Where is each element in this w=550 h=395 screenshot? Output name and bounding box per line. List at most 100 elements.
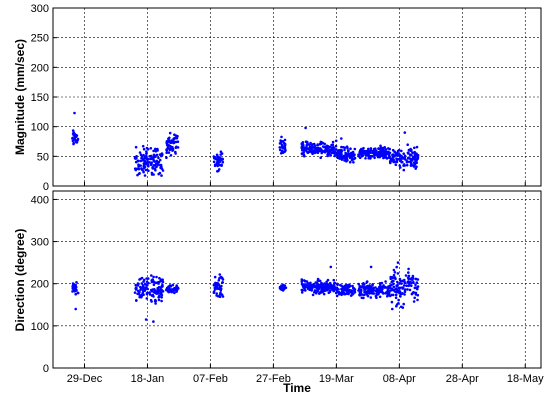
scatter-point [416,287,419,291]
scatter-point [357,154,361,158]
scatter-point [407,271,410,274]
scatter-point [395,160,399,164]
scatter-point [388,294,392,298]
scatter-point [327,291,331,295]
scatter-point [167,151,171,154]
scatter-point [280,288,284,292]
scatter-point [406,143,410,146]
scatter-point [172,138,175,141]
scatter-point [76,291,80,295]
scatter-point [173,287,176,290]
scatter-point [395,284,399,288]
scatter-point [304,126,307,130]
scatter-point [413,296,417,300]
scatter-point [138,172,141,175]
scatter-point [157,156,160,160]
scatter-point [160,293,164,297]
scatter-point [334,148,338,151]
scatter-point [360,296,364,300]
scatter-point [400,156,403,160]
scatter-point [416,285,419,289]
scatter-point [174,146,178,149]
scatter-point [328,281,332,285]
scatter-point [339,151,342,154]
scatter-point [305,283,308,287]
scatter-point [176,134,179,138]
y-tick-label: 250 [31,33,49,45]
scatter-point [157,282,160,285]
x-tick-label: 28-Apr [446,373,479,385]
scatter-point [150,294,154,297]
scatter-point [385,152,389,155]
scatter-point [216,295,220,298]
scatter-point [139,153,143,156]
scatter-point [394,163,398,166]
scatter-point [149,155,153,158]
scatter-point [139,159,142,163]
scatter-point [142,293,145,297]
scatter-point [349,289,353,292]
scatter-point [323,282,326,285]
scatter-point [371,289,375,293]
y-tick-label: 200 [31,62,49,74]
scatter-point [171,283,175,287]
scatter-point [384,280,387,283]
scatter-point [333,154,337,158]
scatter-point [301,145,305,149]
scatter-point [147,281,150,285]
scatter-point [322,292,326,296]
scatter-point [137,165,140,168]
scatter-point [337,149,340,152]
scatter-point [375,296,378,300]
scatter-point [169,144,172,148]
scatter-point [217,169,220,173]
scatter-point [340,149,343,152]
scatter-point [147,164,150,168]
scatter-point [304,140,308,143]
scatter-point [174,152,177,155]
scatter-point [397,286,401,290]
scatter-point [408,153,412,156]
scatter-point [149,298,153,302]
scatter-point [389,161,392,165]
scatter-point [368,151,372,154]
scatter-point [415,161,419,164]
scatter-point [323,142,327,146]
scatter-point [135,155,138,158]
scatter-point [411,274,415,278]
scatter-point [149,163,153,166]
scatter-point [136,284,140,287]
scatter-point [304,285,308,289]
scatter-point [352,161,355,164]
scatter-point [384,154,388,158]
scatter-point [74,292,77,296]
scatter-point [310,151,313,154]
scatter-point [414,283,417,287]
scatter-point [375,149,378,153]
scatter-point [390,283,393,287]
scatter-point [399,166,402,169]
scatter-point [143,165,147,169]
scatter-point [175,136,179,140]
scatter-point [148,293,152,296]
scatter-point [390,300,394,304]
scatter-point [412,280,415,284]
scatter-point [413,146,416,150]
scatter-point [414,291,417,295]
x-tick-label: 18-May [507,373,544,385]
scatter-point [391,153,395,156]
scatter-point [145,277,148,280]
scatter-point [365,280,369,283]
scatter-point [399,295,402,298]
scatter-point [373,156,376,160]
scatter-point [71,139,75,143]
scatter-point [400,286,404,289]
scatter-point [155,153,159,157]
scatter-point [144,318,148,321]
scatter-point [300,278,304,281]
scatter-point [153,154,156,157]
scatter-point [170,139,173,142]
direction-points [71,261,420,323]
scatter-point [402,152,406,155]
scatter-point [134,287,137,290]
